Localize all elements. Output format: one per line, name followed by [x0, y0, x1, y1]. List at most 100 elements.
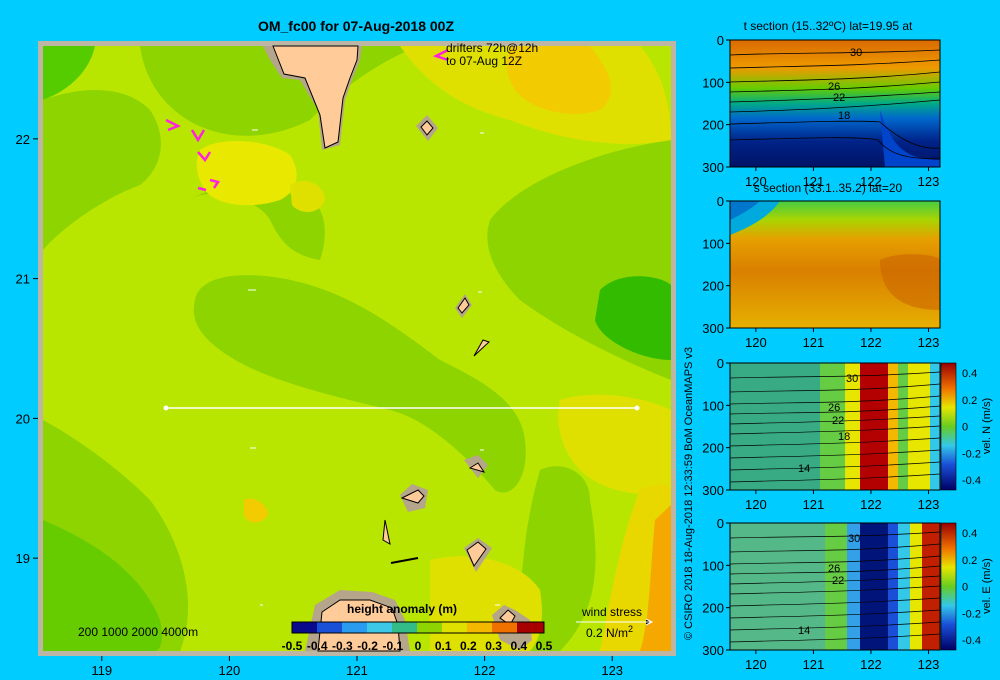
contour-label: 26 — [828, 81, 840, 93]
main-map-chart: OM_fc00 for 07-Aug-2018 00Z — [16, 18, 676, 678]
x-tick-label: 119 — [91, 663, 112, 678]
anomaly-region — [640, 505, 671, 651]
colorbar-tick-label: 0.4 — [510, 639, 527, 653]
vel-n-contours — [729, 371, 941, 483]
vel-n-colorbar-label: vel. N (m/s) — [981, 398, 993, 454]
anomaly-region — [558, 394, 671, 494]
panel-x-tick-label: 121 — [803, 497, 825, 512]
colorbar-label: height anomaly (m) — [347, 602, 457, 616]
s-section-feature — [880, 254, 940, 310]
panel-frame — [729, 200, 941, 329]
x-tick-label: 123 — [601, 663, 623, 678]
panel-x-tick-label: 120 — [745, 174, 767, 189]
colorbar-tick-label: -0.4 — [307, 639, 328, 653]
section-panels: t section (15..32ºC) lat=19.95 at 30 26 … — [702, 19, 993, 672]
y-tick-label: 22 — [16, 132, 30, 147]
island — [468, 462, 486, 473]
credit-text: © CSIRO 2018 18-Aug-2018 12:33:59 BoM Oc… — [683, 347, 695, 640]
panel-y-tick-label: 200 — [702, 441, 724, 456]
y-axis-ticks: 19 20 21 22 — [16, 132, 38, 566]
contour-label: 26 — [828, 402, 840, 414]
colorbar-tick-label: 0.3 — [485, 639, 502, 653]
vel-colorbar-tick-label: 0.2 — [962, 395, 977, 407]
s-section-title: s section (33.1..35.2) lat=20 — [754, 181, 903, 195]
island — [466, 541, 487, 568]
vel-colorbar-tick-label: 0 — [962, 422, 968, 434]
anomaly-region — [190, 188, 325, 260]
colorbar-tick-label: 0.5 — [536, 639, 553, 653]
vel-colorbar-tick-label: 0 — [962, 582, 968, 594]
colorbar-tick-label: 0.2 — [460, 639, 477, 653]
anomaly-region — [244, 498, 268, 523]
panel-y-tick-label: 300 — [702, 160, 724, 175]
panel-y-tick-label: 200 — [702, 601, 724, 616]
t-section-title: t section (15..32ºC) lat=19.95 at — [744, 19, 913, 33]
anomaly-region — [290, 180, 325, 212]
contour-label: 30 — [850, 47, 862, 59]
panel-frame — [729, 522, 941, 651]
vel-e-feature — [825, 523, 847, 650]
vel-e-feature — [860, 523, 888, 650]
vel-n-colorbar — [940, 362, 957, 491]
vel-n-feature — [860, 363, 888, 490]
anomaly-region — [506, 46, 611, 114]
contour-label: 22 — [832, 575, 844, 587]
vel-n-feature — [888, 363, 898, 490]
vel-colorbar-tick-label: -0.2 — [962, 608, 981, 620]
drifters-label: drifters 72h@12h — [446, 41, 538, 55]
vel-e-feature — [898, 523, 910, 650]
vel-colorbar-tick-label: 0.4 — [962, 528, 977, 540]
colorbar-tick-label: -0.3 — [332, 639, 353, 653]
anomaly-region — [595, 276, 671, 360]
contour-label: 26 — [828, 563, 840, 575]
island — [420, 120, 434, 136]
vel-colorbar-tick-label: -0.4 — [962, 635, 981, 647]
wind-stress-arrow — [576, 618, 654, 626]
contour-label: 14 — [798, 625, 810, 637]
vel-e-feature — [910, 523, 922, 650]
contour-label: 22 — [832, 415, 844, 427]
panel-y-tick-label: 100 — [702, 75, 724, 90]
panel-y-tick-label: 0 — [717, 356, 724, 371]
contour-label: 18 — [838, 110, 850, 122]
panel-y-tick-label: 100 — [702, 558, 724, 573]
contour-label: 22 — [833, 92, 845, 104]
contour-label: 30 — [846, 373, 858, 385]
vel-e-feature — [730, 523, 825, 650]
drifter-tracks — [165, 48, 449, 192]
anomaly-region — [43, 90, 161, 250]
panel-y-tick-label: 100 — [702, 398, 724, 413]
island — [390, 557, 419, 564]
credit-strip: © CSIRO 2018 18-Aug-2018 12:33:59 BoM Oc… — [683, 347, 695, 640]
anomaly-region — [43, 520, 163, 651]
section-line — [163, 405, 640, 411]
island — [473, 339, 490, 357]
colorbar-tick-label: -0.5 — [282, 639, 303, 653]
y-tick-label: 19 — [16, 551, 30, 566]
panel-x-tick-label: 122 — [860, 335, 882, 350]
panel-y-tick-label: 0 — [717, 516, 724, 531]
vel-colorbar-tick-label: -0.4 — [962, 475, 981, 487]
x-tick-label: 120 — [219, 663, 241, 678]
panel-x-tick-label: 122 — [860, 657, 882, 672]
panel-y-tick-label: 200 — [702, 118, 724, 133]
panel-y-tick-label: 300 — [702, 321, 724, 336]
island — [382, 519, 391, 545]
panel-x-tick-label: 121 — [803, 174, 825, 189]
anomaly-region — [193, 275, 526, 493]
panel-y-tick-label: 0 — [717, 33, 724, 48]
contour-label: 14 — [798, 463, 810, 475]
land-area — [272, 45, 359, 149]
y-tick-label: 20 — [16, 411, 30, 426]
anomaly-region — [43, 46, 95, 100]
wind-stress-scale: 0.2 N/m2 — [586, 624, 633, 640]
vel-n-feature — [845, 363, 860, 490]
vel-n-feature — [898, 363, 908, 490]
vel-e-feature — [888, 523, 898, 650]
panel-x-tick-label: 120 — [745, 335, 767, 350]
colorbar-tick-label: -0.2 — [357, 639, 378, 653]
panel-x-tick-label: 123 — [918, 497, 940, 512]
panel-x-tick-label: 121 — [803, 335, 825, 350]
vel-e-colorbar-label: vel. E (m/s) — [981, 558, 993, 614]
